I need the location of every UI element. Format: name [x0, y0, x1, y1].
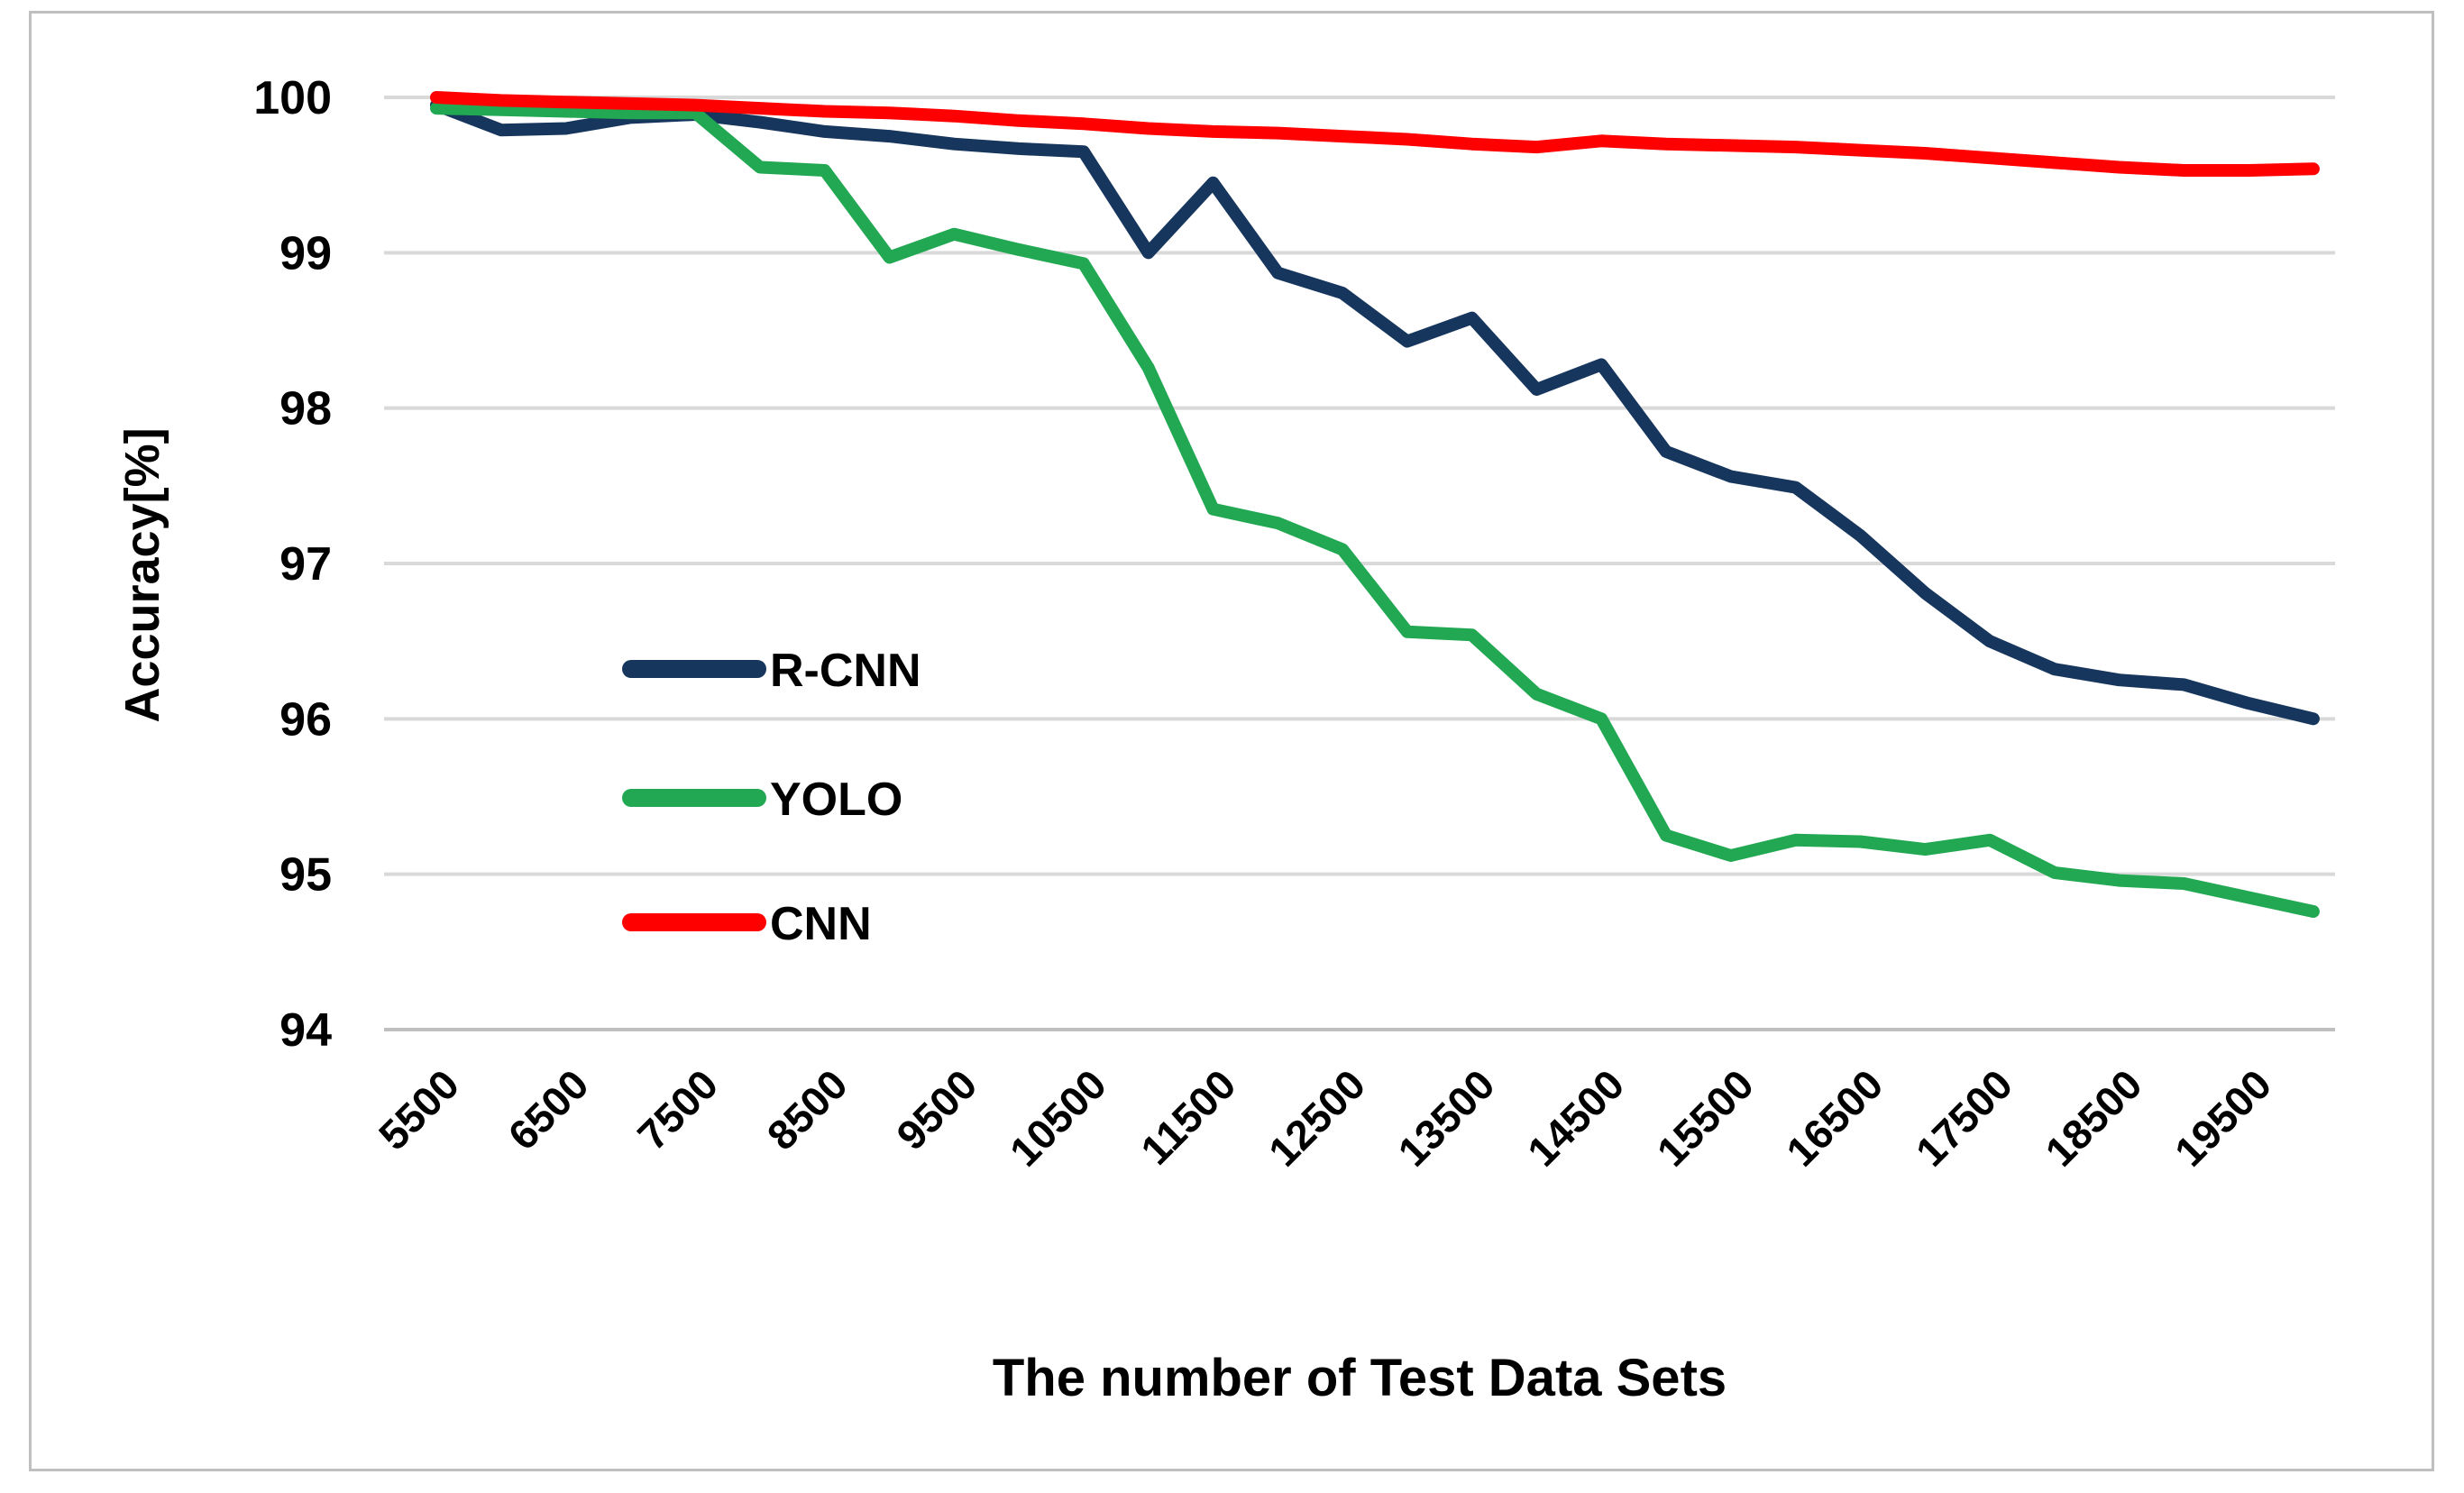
y-tick-label: 97: [279, 538, 332, 591]
x-tick-label: 11500: [1131, 1060, 1244, 1173]
x-tick-label: 5500: [370, 1060, 468, 1159]
x-axis-title: The number of Test Data Sets: [993, 1349, 1727, 1407]
chart-content: 100 99 98 97 96 95 94 5500 6500 7500 8500 9500 10500…: [253, 72, 2335, 1176]
x-tick-label: 13500: [1388, 1060, 1503, 1175]
series-line-yolo: [430, 102, 2320, 918]
x-tick-label: 16500: [1777, 1060, 1892, 1175]
y-tick-label: 95: [279, 849, 332, 902]
x-tick-label: 14500: [1518, 1060, 1633, 1175]
legend-label-yolo: YOLO: [770, 774, 902, 826]
x-tick-label: 10500: [1001, 1060, 1115, 1175]
x-tick-label: 12500: [1259, 1060, 1374, 1175]
x-tick-label: 8500: [758, 1060, 856, 1159]
x-tick-label: 9500: [887, 1060, 985, 1159]
x-tick-label: 19500: [2166, 1060, 2280, 1175]
x-tick-label: 6500: [499, 1060, 598, 1159]
y-tick-label: 99: [279, 227, 332, 279]
legend-label-cnn: CNN: [770, 898, 872, 950]
series-line-cnn: [430, 91, 2320, 177]
x-tick-label: 18500: [2036, 1060, 2150, 1175]
y-tick-label: 94: [279, 1004, 332, 1057]
y-tick-label: 96: [279, 693, 332, 746]
x-tick-label: 7500: [628, 1060, 727, 1159]
y-axis-title: Accuracy[%]: [115, 427, 169, 722]
y-tick-label: 98: [279, 383, 332, 435]
legend-label-r-cnn: R-CNN: [770, 645, 921, 697]
series-line-r-cnn: [430, 98, 2320, 726]
y-tick-label: 100: [253, 72, 332, 124]
x-tick-label: 15500: [1648, 1060, 1763, 1175]
x-tick-label: 17500: [1907, 1060, 2021, 1175]
